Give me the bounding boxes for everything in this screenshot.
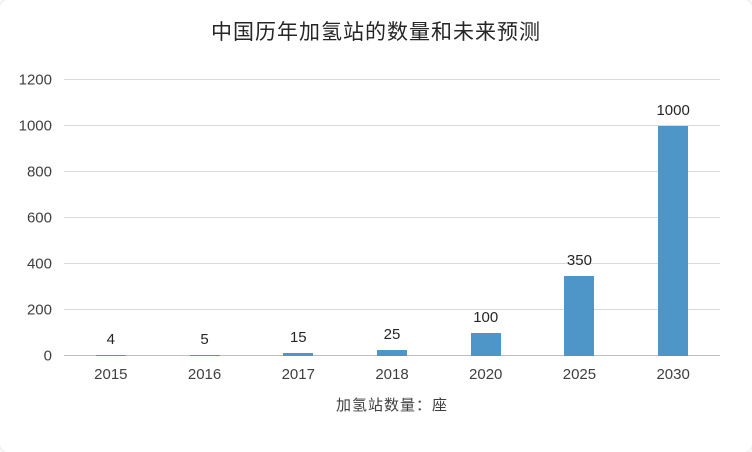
y-tick-label: 200 [26,301,52,319]
x-tick-label: 2020 [469,366,503,383]
bar-2020 [470,333,501,356]
x-tick-label: 2015 [94,366,128,383]
y-tick-label: 800 [26,163,52,181]
gridline [64,217,720,218]
gridline [64,79,720,80]
bar-2018 [377,350,407,356]
bar-value-label: 4 [106,331,116,349]
bar-value-label: 100 [473,309,499,327]
x-tick-label: 2018 [375,366,409,383]
x-tick-label: 2030 [656,366,690,383]
bar-value-label: 1000 [656,102,690,119]
bar-2017 [283,352,314,356]
x-axis-label: 加氢站数量：座 [335,397,448,414]
x-tick-label: 2025 [562,366,597,383]
gridline [64,309,720,310]
bar-value-label: 15 [289,328,307,346]
y-tick-label: 1000 [18,117,52,135]
gridline [64,125,720,126]
plot-area: 0 200 400 600 800 1000 1200 4 2015 5 2016 15 2017 25 2… [19,72,720,383]
y-tick-label: 1200 [18,71,52,89]
gridline [64,263,720,264]
bar-2015 [95,355,126,356]
bar-value-label: 25 [383,326,401,344]
x-tick-label: 2017 [281,366,315,383]
chart-title: 中国历年加氢站的数量和未来预测 [211,21,541,44]
bar-2030 [658,126,689,356]
y-tick-label: 400 [26,255,52,273]
bar-value-label: 350 [566,251,592,269]
y-tick-label: 600 [26,209,52,227]
x-tick-label: 2016 [187,366,222,383]
bar-2016 [189,354,220,356]
bar-2025 [564,275,595,356]
y-tick-label: 0 [43,347,52,365]
bar-value-label: 5 [200,330,209,348]
gridline [64,171,720,172]
